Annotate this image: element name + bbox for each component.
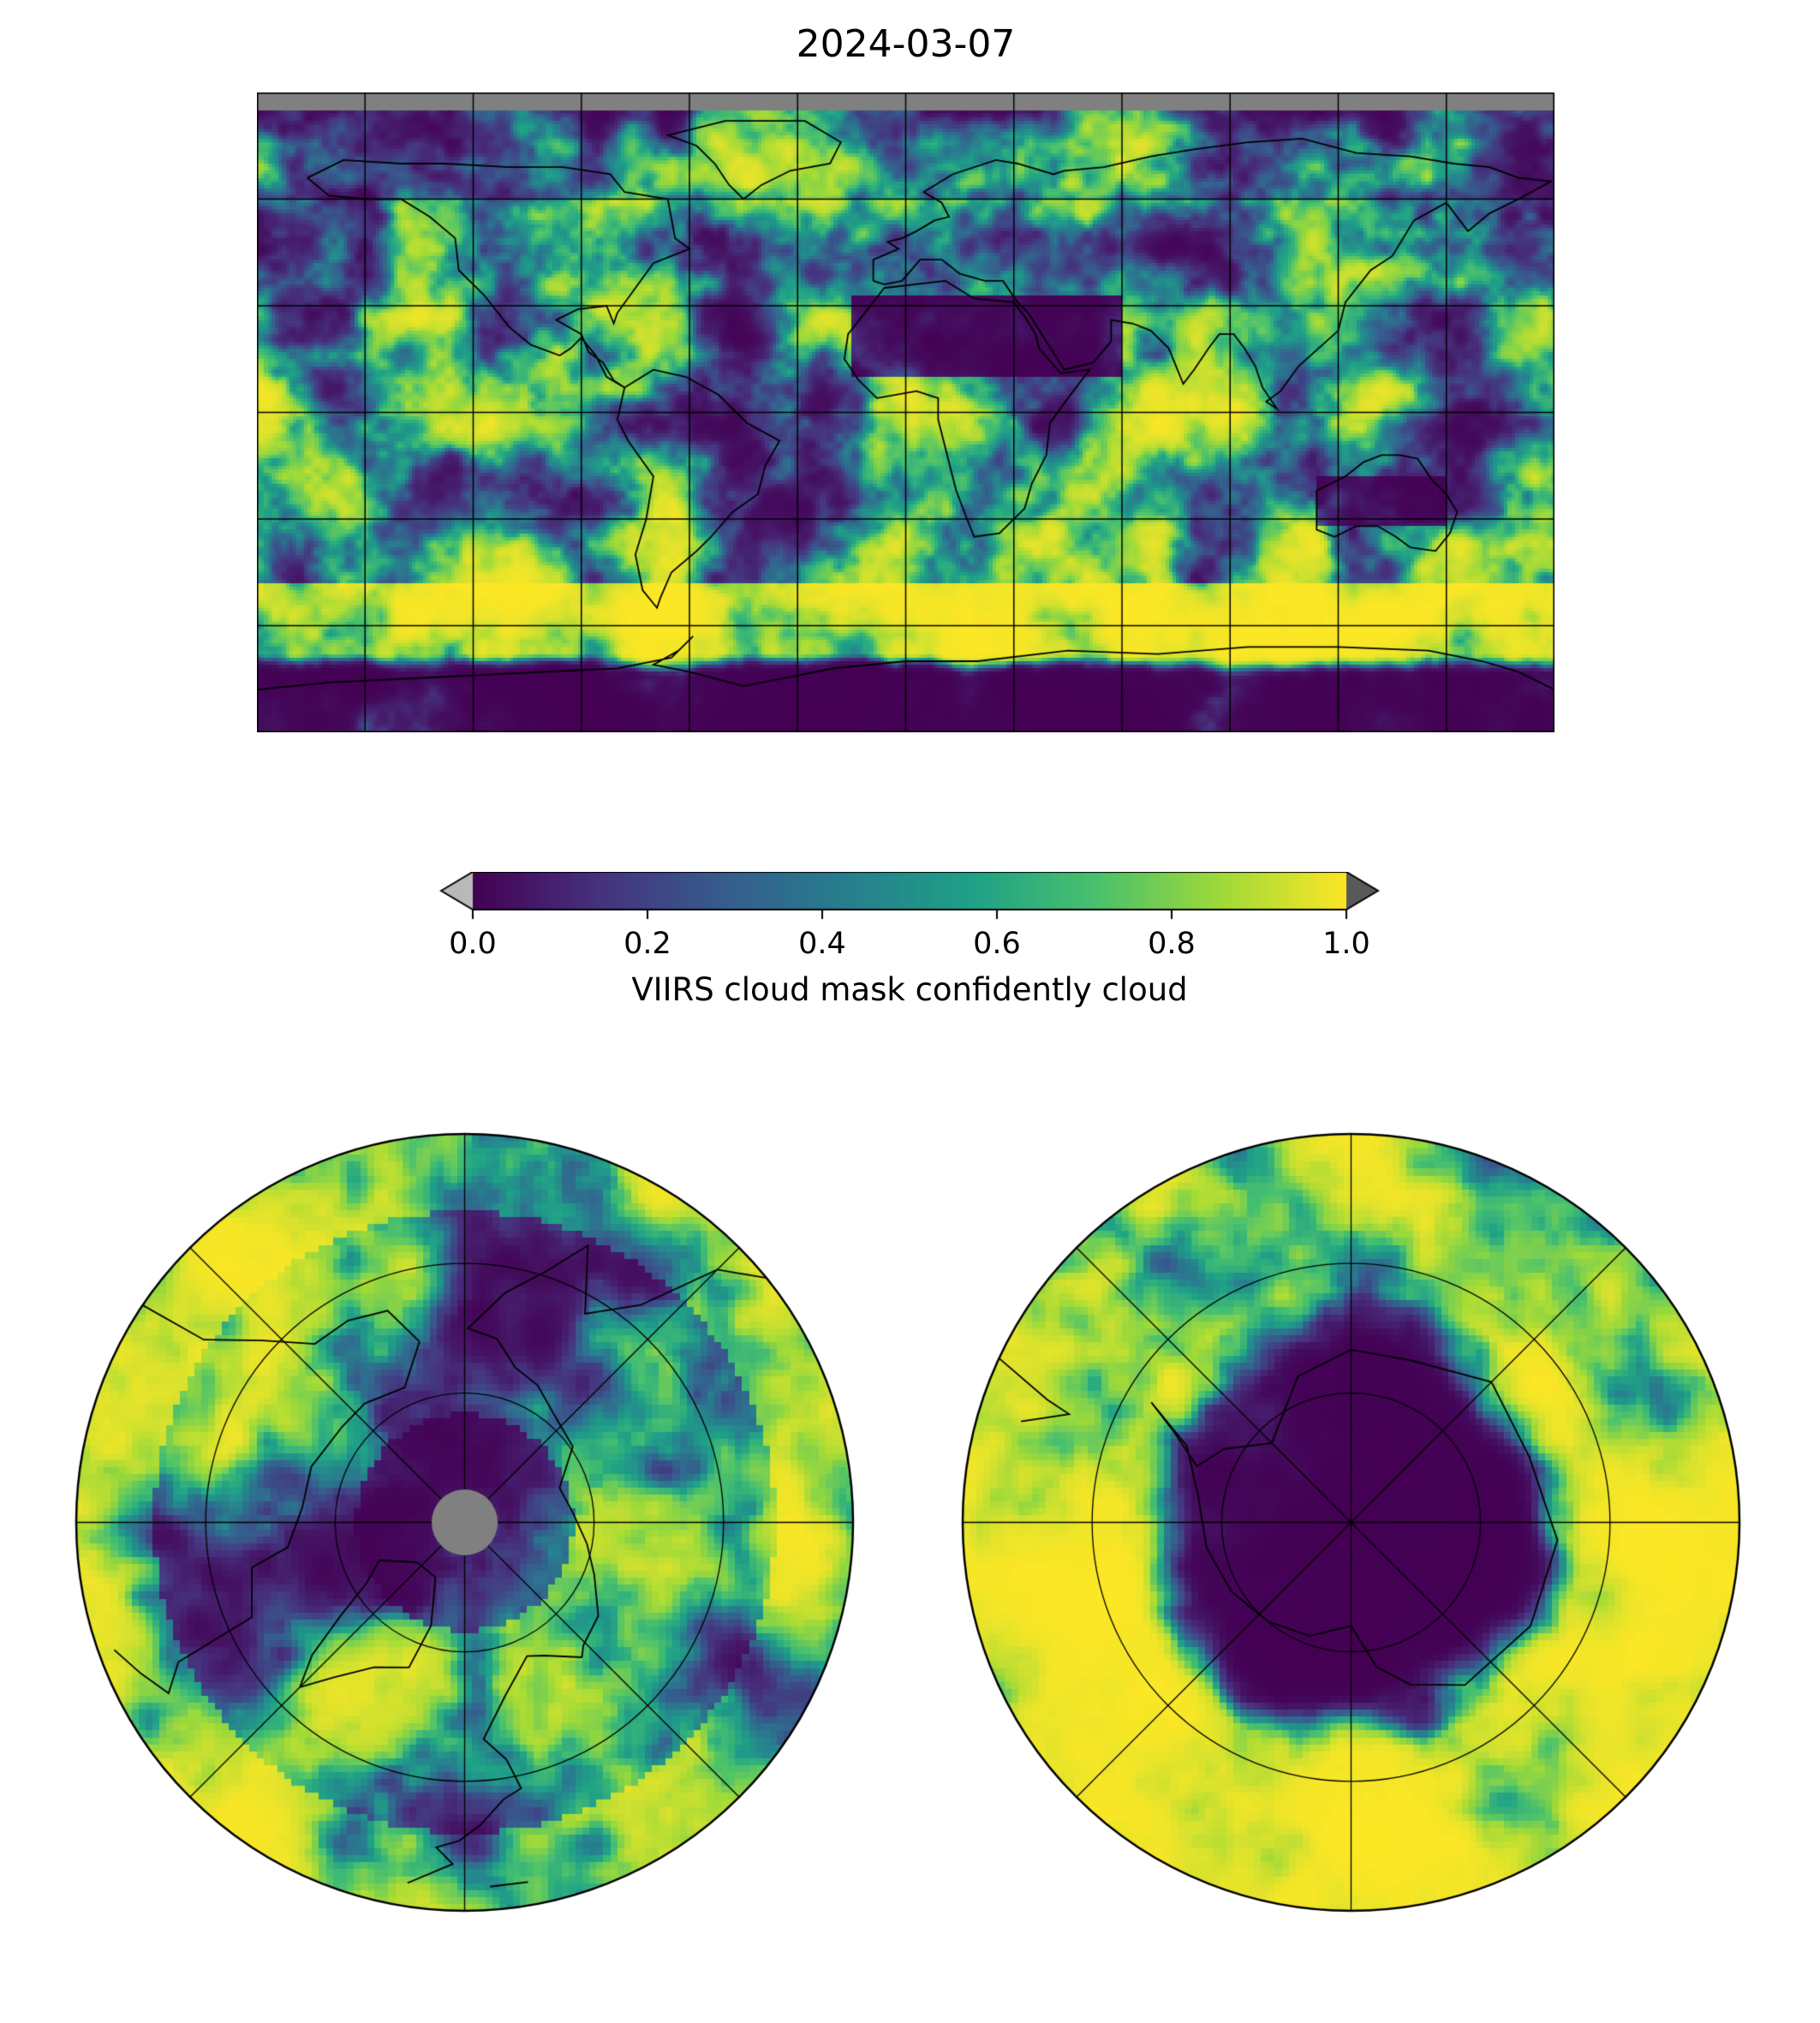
colorbar-label: VIIRS cloud mask confidently cloud (631, 971, 1188, 1008)
colorbar-tick-labels: 0.0 0.2 0.4 0.6 0.8 1.0 (439, 923, 1381, 964)
colorbar-tick-label: 0.6 (973, 927, 1021, 961)
figure-title: 2024-03-07 (796, 22, 1016, 66)
global-cloud-mask-map (257, 92, 1554, 732)
colorbar-tick-label: 1.0 (1322, 927, 1370, 961)
north-polar-cloud-mask-map (73, 1131, 856, 1914)
colorbar-tick-label: 0.2 (624, 927, 671, 961)
south-polar-cloud-mask-map (959, 1131, 1743, 1914)
colorbar: 0.0 0.2 0.4 0.6 0.8 1.0 VIIRS cloud mask conf… (439, 872, 1381, 1008)
colorbar-tick-label: 0.8 (1148, 927, 1196, 961)
colorbar-tick-label: 0.0 (449, 927, 497, 961)
colorbar-tick-label: 0.4 (798, 927, 846, 961)
colorbar-gradient (439, 872, 1381, 923)
